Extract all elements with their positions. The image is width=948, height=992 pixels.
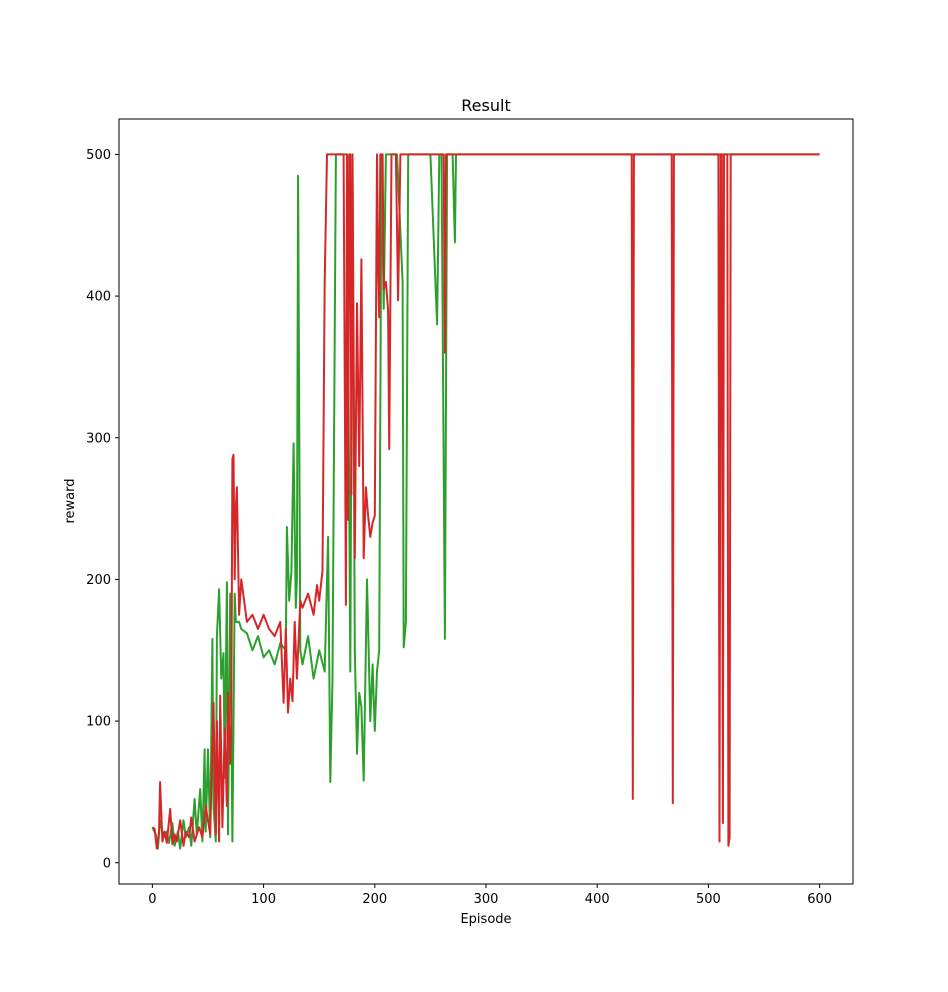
- x-tick-label: 0: [148, 892, 156, 907]
- chart-title: Result: [461, 96, 510, 115]
- x-tick-label: 300: [474, 892, 499, 907]
- series-line-2: [151, 153, 820, 850]
- y-tick-label: 500: [86, 148, 111, 163]
- plot-lines: [151, 153, 820, 850]
- x-tick-label: 500: [696, 892, 721, 907]
- x-tick-label: 400: [585, 892, 610, 907]
- y-tick-label: 100: [86, 715, 111, 730]
- y-axis-title: reward: [63, 478, 78, 523]
- x-tick-label: 200: [362, 892, 387, 907]
- y-tick-label: 300: [86, 431, 111, 446]
- x-axis-title: Episode: [460, 912, 511, 927]
- y-tick-label: 200: [86, 573, 111, 588]
- y-tick-label: 400: [86, 290, 111, 305]
- x-tick-label: 600: [807, 892, 832, 907]
- x-tick-label: 100: [251, 892, 276, 907]
- y-axis: 0 100 200 300 400 500: [86, 148, 119, 871]
- series-line-1: [151, 153, 820, 850]
- x-axis: 0 100 200 300 400 500 600: [148, 884, 832, 907]
- y-tick-label: 0: [103, 856, 111, 871]
